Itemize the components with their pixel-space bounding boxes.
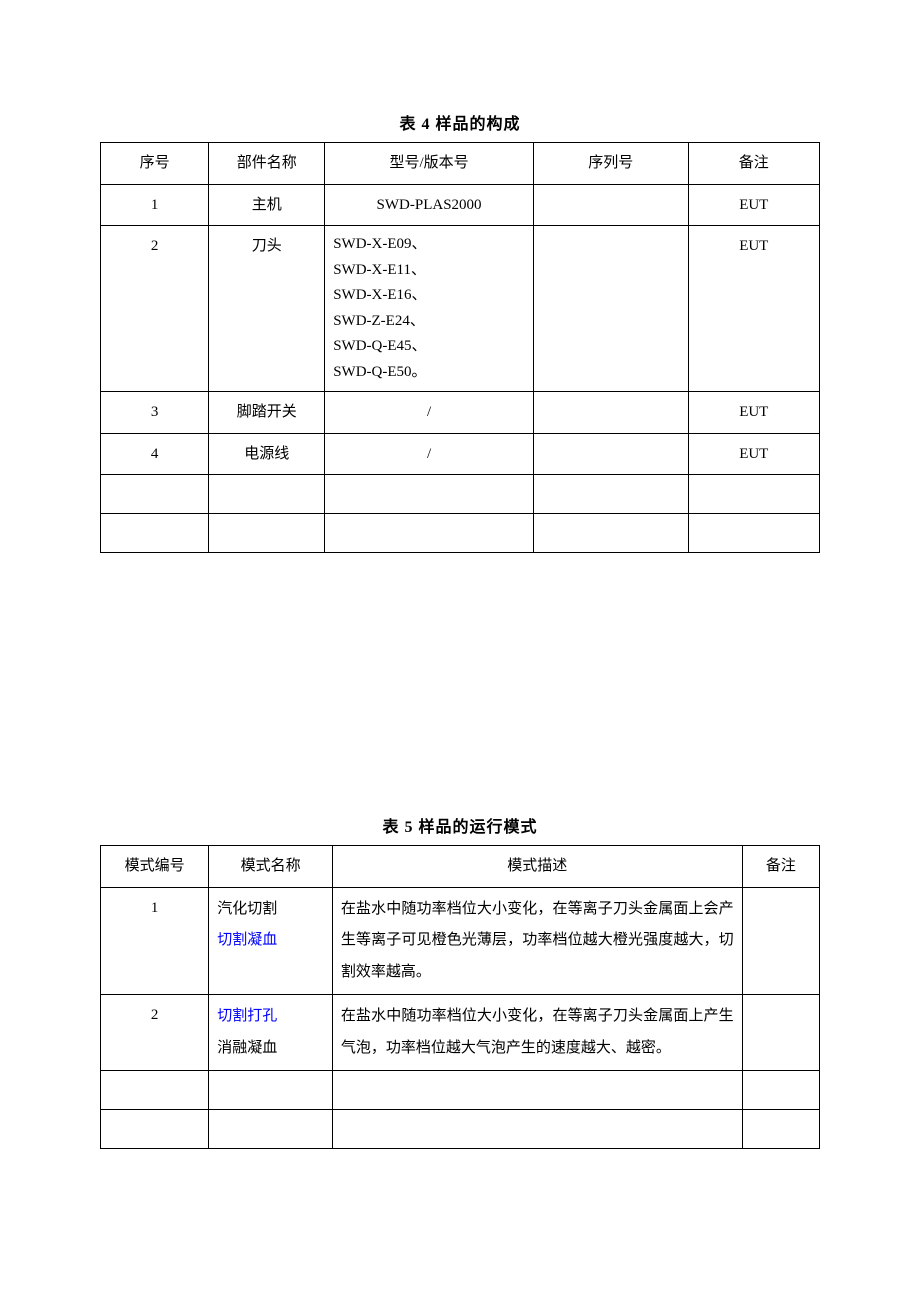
cell-part-name: 刀头 [209,226,325,392]
table5: 模式编号模式名称模式描述备注 1汽化切割切割凝血在盐水中随功率档位大小变化，在等… [100,845,820,1149]
empty-cell [101,475,209,514]
table-row: 3脚踏开关/ EUT [101,392,820,434]
cell-remark: EUT [688,226,819,392]
cell-mode-name: 汽化切割切割凝血 [209,887,333,995]
cell-model: / [325,392,534,434]
empty-cell [533,514,688,553]
table-row: 2刀头SWD-X-E09、 SWD-X-E11、 SWD-X-E16、 SWD-… [101,226,820,392]
cell-part-name: 电源线 [209,433,325,475]
cell-no: 2 [101,226,209,392]
empty-cell [325,475,534,514]
table-row: 1汽化切割切割凝血在盐水中随功率档位大小变化，在等离子刀头金属面上会产生等离子可… [101,887,820,995]
empty-cell [742,1071,819,1110]
mode-name-line2: 切割凝血 [217,925,324,957]
table-row-empty [101,475,820,514]
table4-col-header: 备注 [688,143,819,185]
cell-no: 4 [101,433,209,475]
cell-remark: EUT [688,392,819,434]
cell-model: SWD-X-E09、 SWD-X-E11、 SWD-X-E16、 SWD-Z-E… [325,226,534,392]
empty-cell [325,514,534,553]
cell-remark [742,995,819,1071]
cell-mode-name: 切割打孔消融凝血 [209,995,333,1071]
empty-cell [688,514,819,553]
empty-cell [688,475,819,514]
empty-cell [332,1110,742,1149]
cell-mode-no: 1 [101,887,209,995]
table4-col-header: 型号/版本号 [325,143,534,185]
table-row-empty [101,514,820,553]
cell-mode-no: 2 [101,995,209,1071]
empty-cell [209,514,325,553]
table5-col-header: 备注 [742,846,819,888]
table-row: 1主机SWD-PLAS2000 EUT [101,184,820,226]
empty-cell [533,475,688,514]
cell-no: 1 [101,184,209,226]
table4-header-row: 序号部件名称型号/版本号序列号备注 [101,143,820,185]
cell-no: 3 [101,392,209,434]
empty-cell [209,1071,333,1110]
cell-remark [742,887,819,995]
empty-cell [101,514,209,553]
table4: 序号部件名称型号/版本号序列号备注 1主机SWD-PLAS2000EUT2刀头S… [100,142,820,553]
table-row-empty [101,1110,820,1149]
empty-cell [209,475,325,514]
table4-col-header: 序号 [101,143,209,185]
cell-serial [533,392,688,434]
cell-part-name: 脚踏开关 [209,392,325,434]
table4-col-header: 部件名称 [209,143,325,185]
cell-model: SWD-PLAS2000 [325,184,534,226]
empty-cell [101,1110,209,1149]
document-page: 表 4 样品的构成 序号部件名称型号/版本号序列号备注 1主机SWD-PLAS2… [0,0,920,1302]
empty-cell [332,1071,742,1110]
table4-col-header: 序列号 [533,143,688,185]
cell-model: / [325,433,534,475]
cell-part-name: 主机 [209,184,325,226]
mode-name-line2: 消融凝血 [217,1033,324,1065]
table5-title: 表 5 样品的运行模式 [100,813,820,837]
table5-header-row: 模式编号模式名称模式描述备注 [101,846,820,888]
cell-serial [533,226,688,392]
cell-remark: EUT [688,433,819,475]
cell-mode-desc: 在盐水中随功率档位大小变化，在等离子刀头金属面上会产生等离子可见橙色光薄层，功率… [332,887,742,995]
empty-cell [742,1110,819,1149]
table-row: 4电源线/ EUT [101,433,820,475]
table5-col-header: 模式编号 [101,846,209,888]
table-row: 2切割打孔消融凝血在盐水中随功率档位大小变化，在等离子刀头金属面上产生气泡，功率… [101,995,820,1071]
cell-mode-desc: 在盐水中随功率档位大小变化，在等离子刀头金属面上产生气泡，功率档位越大气泡产生的… [332,995,742,1071]
cell-serial [533,184,688,226]
cell-serial [533,433,688,475]
empty-cell [101,1071,209,1110]
mode-name-line1: 切割打孔 [217,1001,324,1033]
empty-cell [209,1110,333,1149]
cell-remark: EUT [688,184,819,226]
spacer [100,553,820,813]
table5-col-header: 模式描述 [332,846,742,888]
table4-title: 表 4 样品的构成 [100,110,820,134]
table5-col-header: 模式名称 [209,846,333,888]
mode-name-line1: 汽化切割 [217,894,324,926]
table-row-empty [101,1071,820,1110]
